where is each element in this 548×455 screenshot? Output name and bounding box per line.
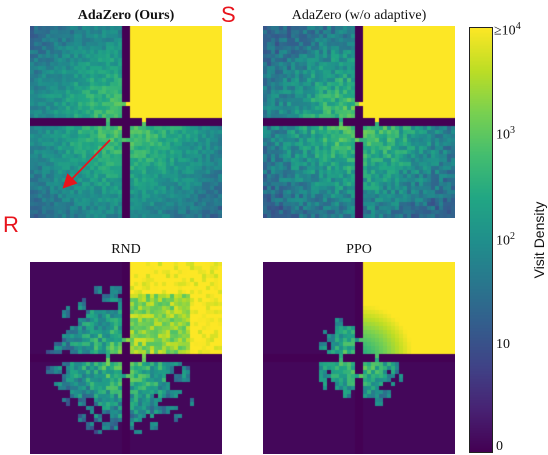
colorbar (469, 27, 493, 453)
colorbar-tick-100: 102 (496, 231, 515, 249)
heatmap-adazero (30, 26, 222, 218)
colorbar-tick-0: 0 (496, 439, 503, 454)
colorbar-tick-1000: 103 (496, 125, 515, 143)
panel-title-adazero-wo-adaptive: AdaZero (w/o adaptive) (291, 8, 427, 23)
heatmap-adazero-wo-adaptive (263, 26, 455, 218)
colorbar-tick-10: 10 (496, 337, 510, 352)
heatmap-ppo (263, 262, 455, 454)
start-marker: S (221, 2, 236, 27)
panel-title-rnd: RND (111, 242, 141, 257)
panel-title-ppo: PPO (346, 242, 372, 257)
colorbar-label: Visit Density (531, 201, 547, 279)
colorbar-tick-10000: ≥104 (494, 21, 521, 39)
panel-title-adazero: AdaZero (Ours) (77, 8, 175, 23)
heatmap-rnd (30, 262, 222, 454)
reward-marker: R (3, 212, 19, 237)
